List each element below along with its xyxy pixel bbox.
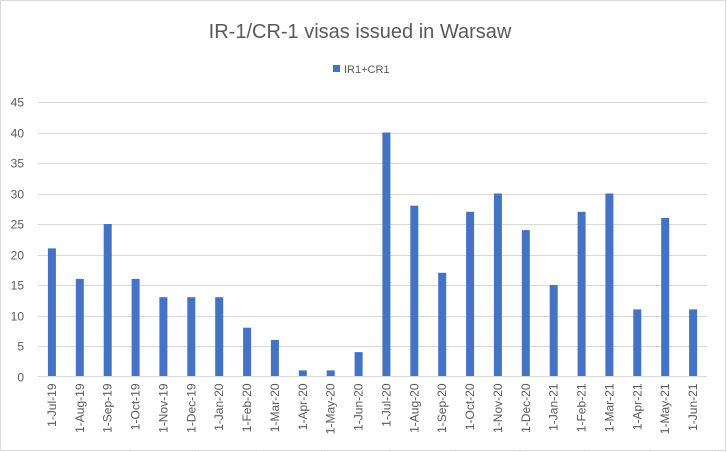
bar (466, 211, 475, 377)
y-tick-label: 45 (11, 96, 25, 110)
x-tick-label: 1-Aug-19 (73, 383, 87, 433)
x-tick-label: 1-Mar-20 (268, 383, 282, 432)
bar (298, 370, 307, 377)
x-axis-ticks: 1-Jul-19 1-Aug-19 1-Sep-19 1-Oct-19 1-Nov-19… (45, 383, 700, 434)
gridlines (38, 102, 707, 347)
bar (410, 205, 419, 377)
x-tick-label: 1-Dec-20 (519, 383, 533, 433)
x-tick-label: 1-Apr-20 (296, 383, 310, 430)
chart-title: IR-1/CR-1 visas issued in Warsaw (209, 21, 512, 43)
x-tick-label: 1-May-21 (658, 383, 672, 434)
bar (75, 278, 84, 377)
bar (215, 297, 224, 377)
bar (103, 224, 112, 377)
y-tick-label: 30 (11, 188, 25, 202)
plot-bars (47, 132, 698, 377)
bar (326, 370, 335, 377)
bar (47, 248, 56, 377)
x-tick-label: 1-Sep-20 (435, 383, 449, 433)
x-tick-label: 1-Nov-19 (156, 383, 170, 433)
x-tick-label: 1-Jul-19 (45, 383, 59, 427)
y-axis-ticks: 0 5 10 15 20 25 30 35 40 45 (11, 96, 25, 385)
bar (159, 297, 168, 377)
bar (187, 297, 196, 377)
x-tick-label: 1-Jan-20 (212, 383, 226, 431)
x-tick-label: 1-May-20 (324, 383, 338, 434)
y-tick-label: 20 (11, 249, 25, 263)
x-tick-label: 1-Oct-19 (129, 383, 143, 430)
x-tick-label: 1-Feb-20 (240, 383, 254, 432)
bar (382, 132, 391, 377)
x-tick-label: 1-Mar-21 (602, 383, 616, 432)
y-tick-label: 35 (11, 157, 25, 171)
y-tick-label: 5 (17, 340, 24, 354)
bar (549, 285, 558, 377)
x-tick-label: 1-Nov-20 (491, 383, 505, 433)
bar (270, 339, 279, 377)
x-tick-label: 1-Feb-21 (575, 383, 589, 432)
bar (131, 278, 140, 377)
bar (493, 193, 502, 377)
bar (354, 352, 363, 377)
x-tick-label: 1-Apr-21 (630, 383, 644, 430)
x-tick-label: 1-Jan-21 (547, 383, 561, 431)
x-tick-label: 1-Aug-20 (407, 383, 421, 433)
bar (521, 230, 530, 377)
x-tick-label: 1-Jun-20 (352, 383, 366, 431)
y-tick-label: 0 (17, 371, 24, 385)
bar (577, 211, 586, 377)
bar (438, 272, 447, 377)
legend[interactable]: IR1+CR1 (333, 64, 390, 76)
legend-label: IR1+CR1 (344, 64, 390, 76)
x-tick-label: 1-Dec-19 (184, 383, 198, 433)
y-tick-label: 15 (11, 279, 25, 293)
y-tick-label: 10 (11, 310, 25, 324)
bar (633, 309, 642, 377)
bar (689, 309, 698, 377)
bar (605, 193, 614, 377)
legend-swatch (333, 65, 340, 72)
x-tick-label: 1-Jul-20 (379, 383, 393, 427)
x-tick-label: 1-Sep-19 (101, 383, 115, 433)
x-tick-label: 1-Oct-20 (463, 383, 477, 430)
x-tick-label: 1-Jun-21 (686, 383, 700, 431)
bar (661, 217, 670, 377)
y-tick-label: 25 (11, 218, 25, 232)
bar (243, 327, 252, 377)
y-tick-label: 40 (11, 127, 25, 141)
